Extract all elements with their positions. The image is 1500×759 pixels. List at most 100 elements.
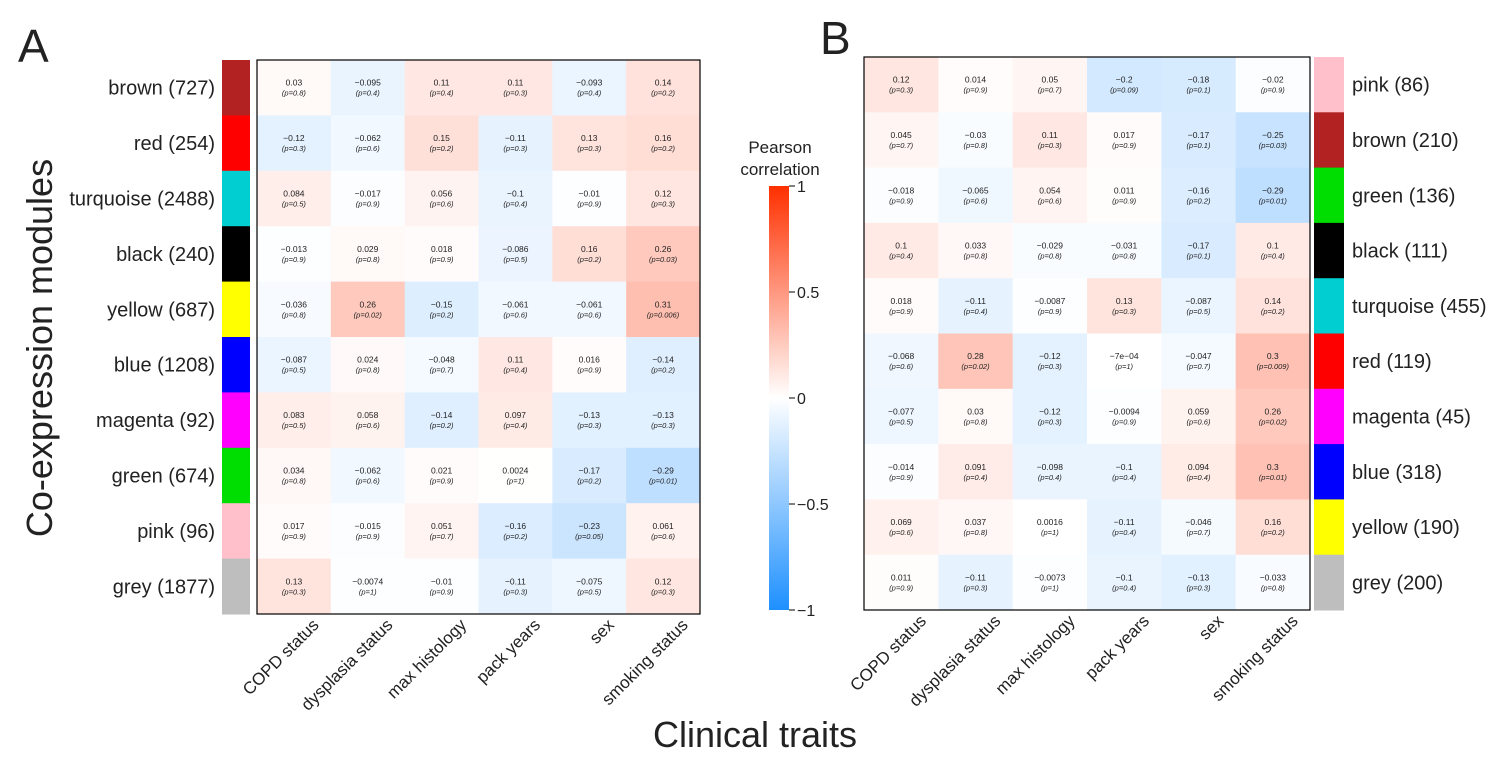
- panel-a-cell-correlation: −0.0074: [352, 576, 383, 586]
- panel-a-heatmap-cell: [257, 558, 332, 615]
- panel-b-cell-pvalue: (p=0.1): [1187, 86, 1211, 95]
- panel-a-cell-correlation: 0.11: [507, 78, 523, 88]
- panel-b-cell-pvalue: (p=0.03): [1259, 141, 1288, 150]
- panel-a-cell-correlation: −0.14: [652, 355, 674, 365]
- panel-b-cell-pvalue: (p=0.9): [889, 583, 913, 592]
- panel-a-cell-pvalue: (p=0.4): [577, 89, 601, 98]
- panel-a-cell-pvalue: (p=0.4): [503, 366, 527, 375]
- panel-a-cell-pvalue: (p=0.2): [651, 366, 675, 375]
- panel-b-cell-pvalue: (p=0.7): [1038, 86, 1062, 95]
- panel-b-cell-pvalue: (p=0.6): [889, 362, 913, 371]
- panel-a-heatmap-cell: [552, 281, 627, 338]
- panel-b-cell-pvalue: (p=1): [1041, 528, 1059, 537]
- panel-b-module-color-swatch: [1314, 167, 1344, 224]
- panel-b-module-label: grey (200): [1352, 572, 1443, 594]
- panel-a-trait-label: max histology: [383, 615, 470, 702]
- panel-b-heatmap-cell: [938, 499, 1014, 556]
- panel-b-cell-correlation: −0.1: [1116, 572, 1133, 582]
- panel-a-cell-pvalue: (p=0.3): [282, 587, 306, 596]
- panel-b-cell-pvalue: (p=0.3): [1038, 362, 1062, 371]
- panel-b-cell-pvalue: (p=1): [1041, 583, 1059, 592]
- panel-b-cell-correlation: −0.047: [1185, 351, 1212, 361]
- panel-a-cell-pvalue: (p=0.05): [575, 532, 604, 541]
- panel-b-cell-pvalue: (p=0.3): [964, 583, 988, 592]
- panel-b-heatmap-cell: [1161, 278, 1237, 334]
- panel-b-heatmap-cell: [864, 112, 939, 169]
- panel-a-cell-pvalue: (p=0.2): [577, 255, 601, 264]
- panel-letter-a: A: [18, 20, 49, 72]
- panel-b-cell-pvalue: (p=0.8): [964, 141, 988, 150]
- panel-b-cell-correlation: −0.11: [1114, 517, 1135, 527]
- panel-a-heatmap-cell: [552, 447, 627, 504]
- panel-a-heatmap-cell: [330, 558, 406, 615]
- panel-a-cell-pvalue: (p=0.2): [430, 421, 454, 430]
- panel-b-cell-correlation: −0.068: [888, 351, 915, 361]
- panel-a-cell-pvalue: (p=0.5): [282, 200, 306, 209]
- panel-b-cell-pvalue: (p=0.9): [1038, 307, 1062, 316]
- panel-b-cell-correlation: −0.046: [1185, 517, 1212, 527]
- panel-a-heatmap-cell: [626, 226, 701, 283]
- panel-a-cell-correlation: −0.14: [431, 410, 453, 420]
- panel-b-cell-pvalue: (p=0.8): [964, 417, 988, 426]
- panel-a-cell-correlation: −0.062: [355, 133, 382, 143]
- panel-b-cell-correlation: 0.011: [1114, 185, 1135, 195]
- panel-b-heatmap-cell: [1012, 57, 1088, 113]
- panel-b-module-label: blue (318): [1352, 462, 1442, 484]
- panel-a-cell-correlation: 0.11: [434, 78, 450, 88]
- y-axis-title: Co-expression modules: [19, 159, 60, 537]
- panel-a-module-label: grey (1877): [113, 576, 215, 598]
- panel-b-heatmap-cell: [1235, 554, 1311, 611]
- panel-b-cell-correlation: −0.16: [1188, 185, 1210, 195]
- panel-b-cell-pvalue: (p=0.3): [889, 86, 913, 95]
- panel-a-heatmap-cell: [478, 392, 553, 449]
- panel-b-cell-pvalue: (p=0.9): [1261, 86, 1285, 95]
- panel-a-cell-correlation: −0.23: [578, 521, 600, 531]
- panel-b-heatmap-cell: [1235, 278, 1311, 334]
- panel-b-heatmap-cell: [1012, 278, 1088, 334]
- panel-b-cell-correlation: 0.033: [965, 241, 987, 251]
- panel-a-cell-pvalue: (p=0.01): [649, 477, 678, 486]
- panel-a-cell-pvalue: (p=0.6): [503, 310, 527, 319]
- panel-b-heatmap-cell: [864, 554, 939, 611]
- panel-a-heatmap-cell: [257, 447, 332, 504]
- panel-b-cell-pvalue: (p=0.02): [1259, 417, 1288, 426]
- panel-b-heatmap-cell: [1235, 333, 1311, 390]
- colorbar-tick-label: 0: [797, 391, 806, 408]
- panel-b-cell-correlation: 0.045: [891, 130, 913, 140]
- panel-b-heatmap-cell: [1012, 167, 1088, 224]
- panel-b-heatmap-cell: [1161, 222, 1237, 279]
- panel-b-cell-pvalue: (p=0.2): [1187, 196, 1211, 205]
- panel-b-cell-correlation: −7e−04: [1110, 351, 1139, 361]
- panel-b-cell-pvalue: (p=0.3): [1187, 583, 1211, 592]
- panel-b-frame: [863, 56, 1311, 611]
- panel-a-cell-pvalue: (p=0.7): [430, 366, 454, 375]
- panel-b-module-color-swatch: [1314, 57, 1344, 113]
- panel-b-cell-pvalue: (p=0.6): [1187, 417, 1211, 426]
- panel-a-heatmap-cell: [478, 226, 553, 283]
- panel-b-cell-pvalue: (p=0.01): [1259, 473, 1288, 482]
- panel-b-cell-correlation: −0.13: [1188, 572, 1210, 582]
- panel-b-cell-pvalue: (p=0.4): [964, 473, 988, 482]
- panel-a-heatmap-cell: [404, 392, 479, 449]
- panel-b-heatmap-cell: [938, 333, 1014, 390]
- panel-b-cell-pvalue: (p=0.8): [1112, 252, 1136, 261]
- panel-b-cell-correlation: −0.065: [962, 185, 989, 195]
- panel-a-cell-pvalue: (p=0.8): [282, 89, 306, 98]
- panel-a-module-label: black (240): [116, 244, 215, 266]
- panel-b-cell-correlation: 0.16: [1265, 517, 1282, 527]
- panel-a-cell-correlation: −0.01: [578, 189, 600, 199]
- panel-a-heatmap-cell: [257, 337, 332, 393]
- panel-a-cell-pvalue: (p=0.3): [651, 587, 675, 596]
- panel-b-cell-pvalue: (p=0.4): [1112, 473, 1136, 482]
- panel-a-heatmap: 0.03(p=0.8)−0.095(p=0.4)0.11(p=0.4)0.11(…: [69, 59, 701, 714]
- panel-a-heatmap-cell: [478, 337, 553, 393]
- panel-a-cell-pvalue: (p=0.8): [356, 366, 380, 375]
- panel-b-cell-pvalue: (p=0.4): [1261, 252, 1285, 261]
- panel-a-module-label: yellow (687): [107, 299, 215, 321]
- panel-b-cell-correlation: −0.02: [1262, 75, 1284, 85]
- panel-a-heatmap-cell: [626, 170, 701, 227]
- panel-a-module-color-swatch: [222, 558, 250, 615]
- panel-b-heatmap-cell: [938, 222, 1014, 279]
- panel-a-heatmap-cell: [626, 60, 701, 116]
- panel-b-heatmap-cell: [938, 112, 1014, 169]
